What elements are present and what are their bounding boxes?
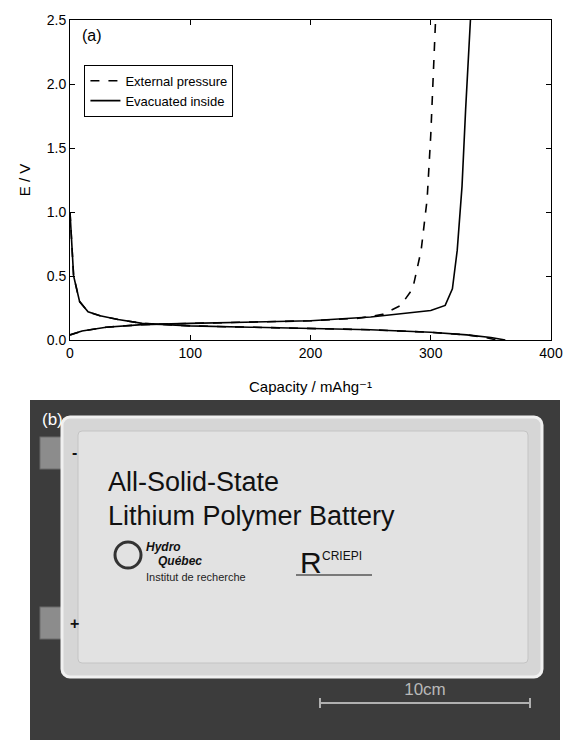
svg-text:10cm: 10cm xyxy=(404,680,446,699)
svg-text:R: R xyxy=(300,546,322,579)
svg-text:All-Solid-State: All-Solid-State xyxy=(108,467,279,497)
svg-text:2.5: 2.5 xyxy=(47,12,67,28)
svg-text:+: + xyxy=(70,615,79,632)
svg-text:CRIEPI: CRIEPI xyxy=(322,549,362,563)
svg-text:Lithium Polymer Battery: Lithium Polymer Battery xyxy=(108,501,395,531)
svg-text:(b): (b) xyxy=(42,410,63,429)
svg-text:(a): (a) xyxy=(82,27,102,44)
svg-text:Québec: Québec xyxy=(158,554,202,568)
svg-text:Evacuated inside: Evacuated inside xyxy=(125,94,224,109)
svg-text:200: 200 xyxy=(299,345,323,361)
svg-text:100: 100 xyxy=(179,345,203,361)
svg-text:1.5: 1.5 xyxy=(47,140,67,156)
svg-text:0.0: 0.0 xyxy=(47,332,67,348)
svg-text:1.0: 1.0 xyxy=(47,204,67,220)
svg-text:Capacity / mAhg⁻¹: Capacity / mAhg⁻¹ xyxy=(249,378,372,395)
svg-text:Hydro: Hydro xyxy=(146,540,181,554)
svg-text:Institut de recherche: Institut de recherche xyxy=(146,571,246,583)
svg-text:E / V: E / V xyxy=(16,164,33,197)
svg-text:300: 300 xyxy=(419,345,443,361)
svg-text:0: 0 xyxy=(66,345,74,361)
svg-text:External pressure: External pressure xyxy=(125,74,227,89)
svg-text:400: 400 xyxy=(539,345,563,361)
svg-text:0.5: 0.5 xyxy=(47,268,67,284)
svg-text:2.0: 2.0 xyxy=(47,76,67,92)
svg-text:-: - xyxy=(72,444,77,461)
